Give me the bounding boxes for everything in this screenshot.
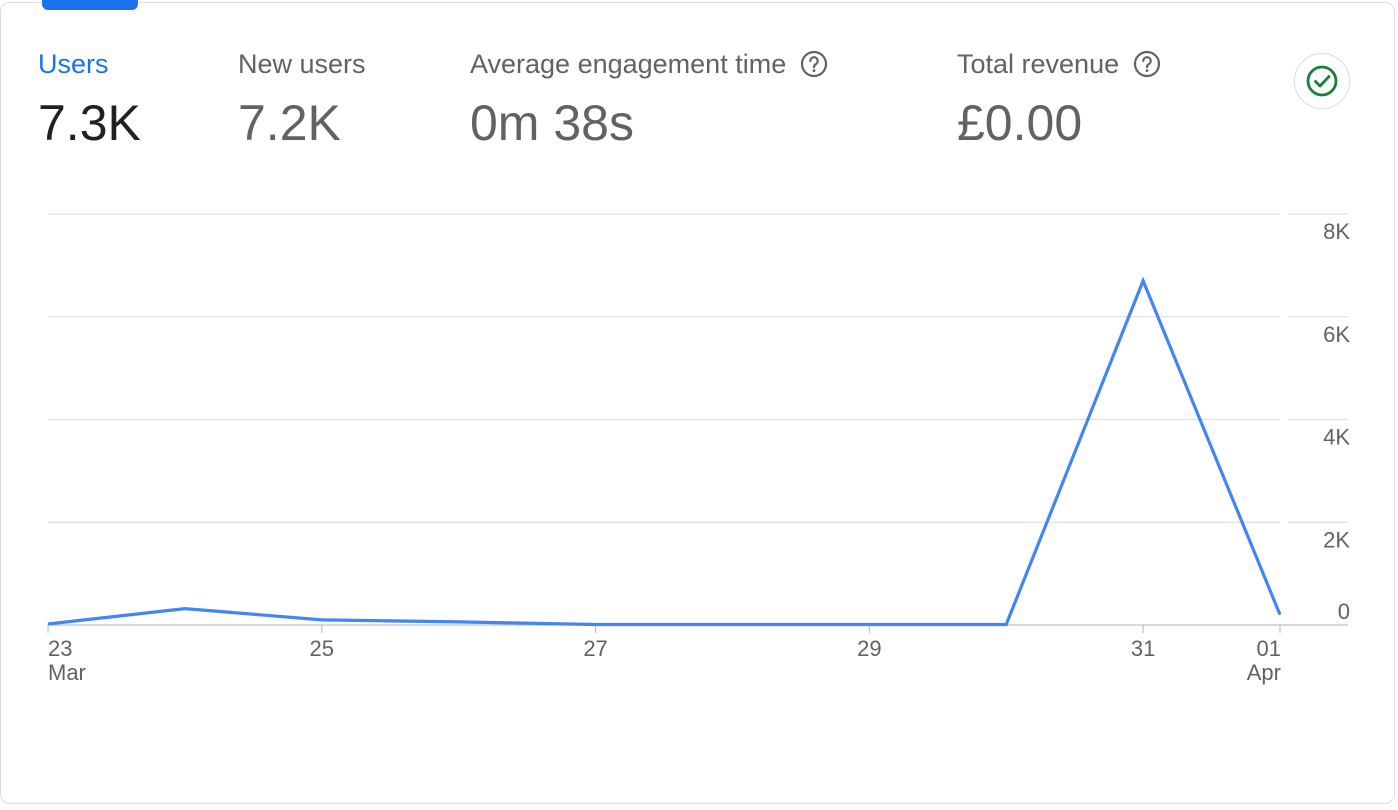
metric-value: 0m 38s (470, 95, 634, 151)
help-icon[interactable] (800, 50, 828, 78)
metric-label-text: New users (238, 48, 366, 79)
x-tick-label: 25 (310, 636, 334, 661)
users-series-line (47, 276, 1282, 627)
metric-new-users-tab[interactable]: New users 7.2K (238, 46, 366, 152)
y-tick-label: 2K (1323, 527, 1350, 552)
data-quality-status-button[interactable] (1294, 53, 1350, 109)
metric-label: Total revenue (957, 46, 1161, 82)
x-tick-month-label: Mar (48, 660, 86, 685)
active-tab-indicator (42, 0, 138, 10)
metric-label-text: Total revenue (957, 48, 1120, 79)
metric-value: 7.3K (38, 95, 141, 151)
y-tick-label: 6K (1323, 322, 1350, 347)
x-tick-label: 23 (48, 636, 72, 661)
metric-engagement-time-tab[interactable]: Average engagement time 0m 38s (470, 46, 828, 152)
check-circle-icon (1306, 65, 1338, 97)
x-tick-month-label: Apr (1247, 660, 1281, 685)
metric-value: 7.2K (238, 95, 341, 151)
x-tick-label: 29 (857, 636, 881, 661)
y-tick-label: 4K (1323, 425, 1350, 450)
metric-value: £0.00 (957, 95, 1083, 151)
x-tick-label: 31 (1131, 636, 1155, 661)
metric-label-text: Average engagement time (470, 48, 787, 79)
x-tick-label: 27 (583, 636, 607, 661)
help-icon[interactable] (1133, 50, 1161, 78)
y-tick-label: 0 (1338, 599, 1350, 624)
metric-label: New users (238, 46, 366, 82)
metric-users-tab[interactable]: Users 7.3K (38, 46, 141, 152)
metric-label-text: Users (38, 48, 109, 79)
y-tick-label: 8K (1323, 219, 1350, 244)
metric-total-revenue-tab[interactable]: Total revenue £0.00 (957, 46, 1161, 152)
metric-label: Users (38, 46, 141, 82)
x-tick-label: 01 (1257, 636, 1281, 661)
metric-label: Average engagement time (470, 46, 828, 82)
